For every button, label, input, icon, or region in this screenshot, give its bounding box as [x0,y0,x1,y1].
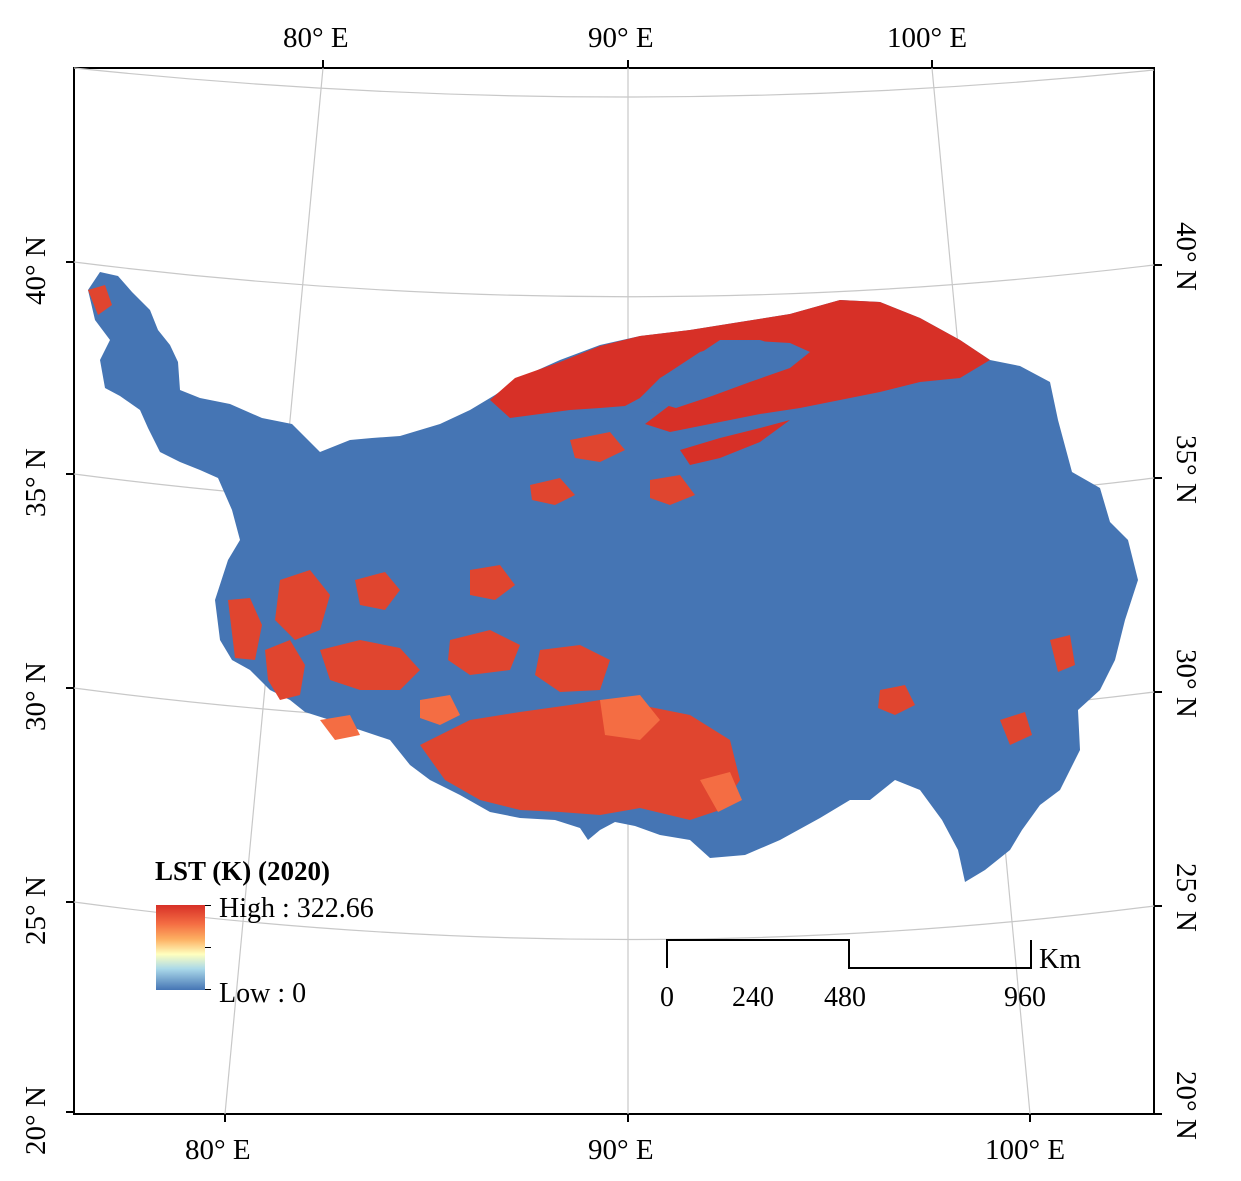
legend-tick-high [205,905,211,906]
legend-low-label: Low : 0 [219,980,306,1008]
scale-bar-tick-0: 0 [660,984,674,1012]
bottom-lon-label-100: 100° E [985,1136,1065,1165]
scale-bar-unit: Km [1039,946,1081,974]
right-lat-label-20: 20° N [1171,1071,1200,1140]
left-lat-label-25: 25° N [22,876,51,945]
legend-high-label: High : 322.66 [219,895,374,923]
right-lat-label-25: 25° N [1171,863,1200,932]
right-lat-label-40: 40° N [1171,222,1200,291]
left-lat-label-35: 35° N [22,448,51,517]
right-lat-label-30: 30° N [1171,649,1200,718]
scale-bar-tick-960: 960 [1004,984,1046,1012]
legend-tick-mid [205,947,211,948]
top-lon-label-90: 90° E [588,24,654,53]
bottom-lon-label-80: 80° E [185,1136,251,1165]
scale-bar-tick-240: 240 [732,984,774,1012]
legend-tick-low [205,989,211,990]
top-lon-label-80: 80° E [283,24,349,53]
right-lat-label-35: 35° N [1171,435,1200,504]
legend-color-ramp [156,905,205,990]
scale-bar-tick-480: 480 [824,984,866,1012]
left-lat-label-40: 40° N [22,236,51,305]
legend-title: LST (K) (2020) [155,858,330,885]
left-lat-label-30: 30° N [22,662,51,731]
top-lon-label-100: 100° E [887,24,967,53]
bottom-lon-label-90: 90° E [588,1136,654,1165]
left-lat-label-20: 20° N [22,1086,51,1155]
